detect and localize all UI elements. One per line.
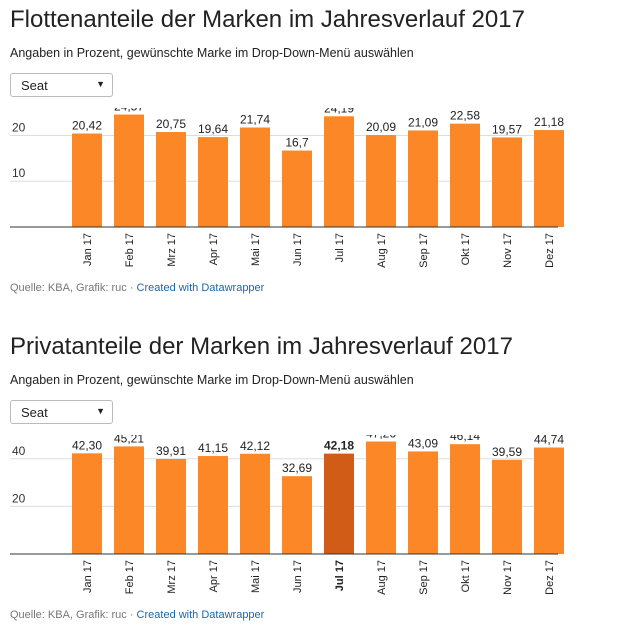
x-tick-label: Apr 17 [208, 233, 220, 265]
value-label: 42,30 [72, 438, 102, 452]
x-tick-label: Feb 17 [124, 233, 136, 267]
bar[interactable] [198, 456, 228, 554]
value-label: 21,18 [534, 115, 564, 129]
chart-title: Privatanteile der Marken im Jahresverlau… [10, 333, 513, 360]
bar[interactable] [408, 130, 438, 227]
value-label: 20,09 [366, 120, 396, 134]
bar[interactable] [366, 135, 396, 227]
x-tick-label: Dez 17 [544, 233, 556, 268]
bar[interactable] [282, 476, 312, 554]
source-text: Quelle: KBA, Grafik: ruc · [10, 609, 134, 621]
bar[interactable] [198, 137, 228, 227]
brand-dropdown[interactable]: Seat ▼ [10, 400, 113, 424]
value-label: 22,58 [450, 109, 480, 123]
x-tick-label: Mai 17 [250, 233, 262, 266]
chart-subtitle: Angaben in Prozent, gewünschte Marke im … [10, 46, 414, 60]
bar[interactable] [72, 453, 102, 554]
bar[interactable] [282, 150, 312, 227]
bar[interactable] [534, 447, 564, 554]
x-tick-label: Sep 17 [418, 233, 430, 268]
value-label: 24,57 [114, 108, 144, 114]
x-tick-label: Jan 17 [82, 560, 94, 593]
bar[interactable] [450, 123, 480, 227]
value-label: 45,21 [114, 435, 144, 445]
value-label: 39,59 [492, 445, 522, 459]
dropdown-selected-value: Seat [21, 78, 48, 93]
value-label: 21,74 [240, 112, 270, 126]
brand-dropdown[interactable]: Seat ▼ [10, 73, 113, 97]
chart-title: Flottenanteile der Marken im Jahresverla… [10, 6, 525, 33]
dropdown-arrow-icon: ▼ [96, 79, 105, 89]
bar[interactable] [324, 453, 354, 554]
bar[interactable] [324, 116, 354, 227]
datawrapper-link[interactable]: Created with Datawrapper [136, 282, 265, 294]
x-tick-label: Jun 17 [292, 233, 304, 266]
bar[interactable] [156, 132, 186, 227]
source-text: Quelle: KBA, Grafik: ruc · [10, 282, 134, 294]
bar[interactable] [156, 459, 186, 554]
value-label: 46,14 [450, 435, 480, 443]
bar[interactable] [450, 444, 480, 554]
x-tick-label: Aug 17 [376, 233, 388, 268]
value-label: 39,91 [156, 444, 186, 458]
y-tick-label: 40 [12, 444, 26, 458]
x-tick-label: Jul 17 [334, 233, 346, 262]
chart-source: Quelle: KBA, Grafik: ruc · Created with … [10, 609, 264, 621]
x-tick-label: Sep 17 [418, 560, 430, 595]
value-label: 32,69 [282, 461, 312, 475]
value-label: 41,15 [198, 441, 228, 455]
x-tick-label: Nov 17 [502, 233, 514, 268]
value-label: 19,57 [492, 122, 522, 136]
value-label: 20,75 [156, 117, 186, 131]
x-tick-label: Feb 17 [124, 560, 136, 594]
dropdown-arrow-icon: ▼ [96, 406, 105, 416]
value-label: 47,26 [366, 435, 396, 441]
value-label: 19,64 [198, 122, 228, 136]
bar[interactable] [240, 453, 270, 554]
bar[interactable] [114, 114, 144, 227]
x-tick-label: Okt 17 [460, 233, 472, 265]
x-tick-label: Okt 17 [460, 560, 472, 592]
dropdown-selected-value: Seat [21, 405, 48, 420]
bar[interactable] [240, 127, 270, 227]
bar[interactable] [492, 137, 522, 227]
y-tick-label: 20 [12, 491, 26, 505]
x-tick-label: Mrz 17 [166, 560, 178, 594]
datawrapper-link[interactable]: Created with Datawrapper [136, 609, 265, 621]
private-share-bar-chart: 20 40 42,30 Jan 17 45,21 Feb 17 39,91 Mrz 17 41,… [10, 435, 564, 595]
y-tick-label: 10 [12, 166, 26, 180]
fleet-share-bar-chart: 10 20 20,42 Jan 17 24,57 Feb 17 20,75 Mrz 17 19,… [10, 108, 564, 268]
chart-source: Quelle: KBA, Grafik: ruc · Created with … [10, 282, 264, 294]
x-tick-label: Jun 17 [292, 560, 304, 593]
value-label: 24,19 [324, 108, 354, 115]
x-tick-label: Mrz 17 [166, 233, 178, 267]
bar[interactable] [534, 130, 564, 227]
x-tick-label: Jul 17 [334, 560, 346, 591]
value-label: 20,42 [72, 119, 102, 133]
bar[interactable] [114, 446, 144, 554]
value-label: 42,12 [240, 439, 270, 453]
bar[interactable] [72, 133, 102, 227]
value-label: 21,09 [408, 115, 438, 129]
bar[interactable] [492, 459, 522, 554]
chart-subtitle: Angaben in Prozent, gewünschte Marke im … [10, 373, 414, 387]
value-label: 44,74 [534, 435, 564, 447]
x-tick-label: Dez 17 [544, 560, 556, 595]
y-tick-label: 20 [12, 120, 26, 134]
value-label: 43,09 [408, 436, 438, 450]
bar[interactable] [366, 441, 396, 554]
x-tick-label: Jan 17 [82, 233, 94, 266]
x-tick-label: Mai 17 [250, 560, 262, 593]
x-tick-label: Apr 17 [208, 560, 220, 592]
x-tick-label: Nov 17 [502, 560, 514, 595]
bar[interactable] [408, 451, 438, 554]
value-label: 16,7 [285, 136, 309, 150]
value-label: 42,18 [324, 439, 354, 453]
x-tick-label: Aug 17 [376, 560, 388, 595]
